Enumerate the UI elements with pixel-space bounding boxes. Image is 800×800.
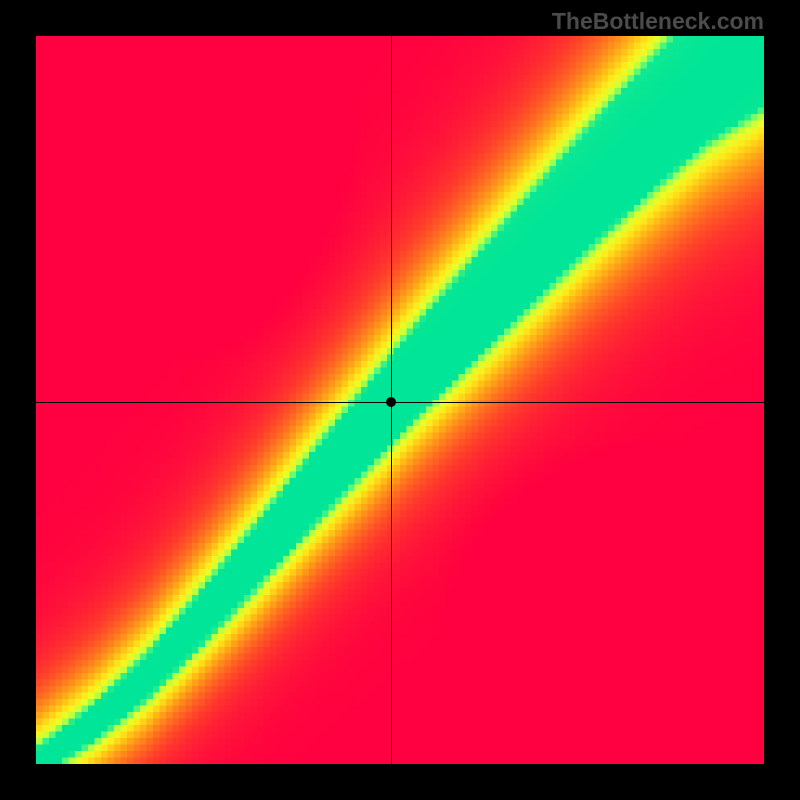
crosshair-horizontal [36, 402, 764, 403]
bottleneck-heatmap [36, 36, 764, 764]
watermark-text: TheBottleneck.com [552, 8, 764, 35]
